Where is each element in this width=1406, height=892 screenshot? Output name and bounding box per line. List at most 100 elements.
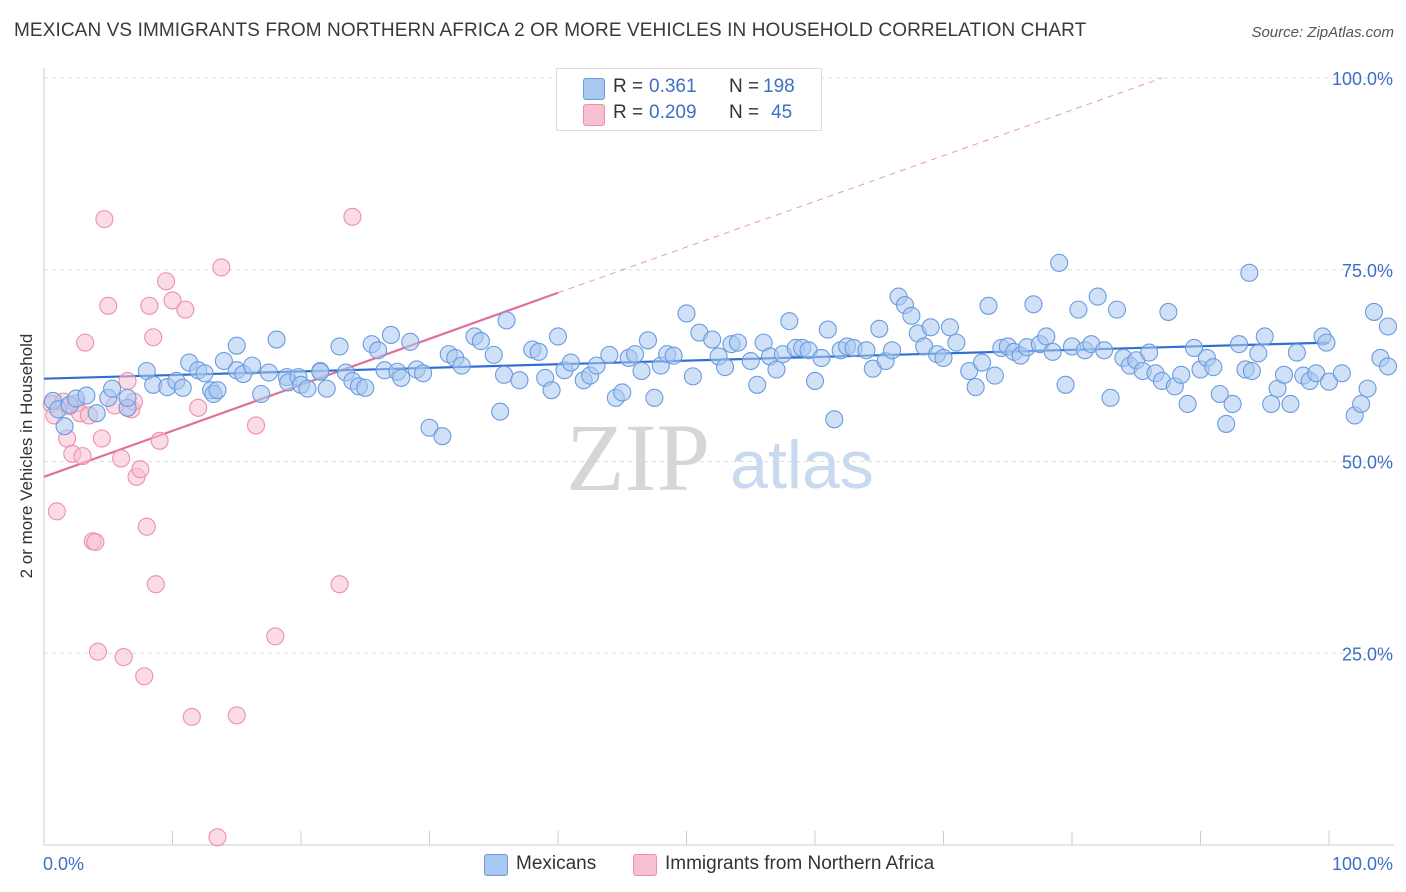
mexicans-point [966,378,985,397]
mexicans-point [728,333,747,352]
mexicans-point [542,381,561,400]
watermark: ZIP atlas [566,404,874,511]
mexicans-point [1230,335,1249,354]
immigrants-point [95,210,114,229]
mexicans-point [632,361,651,381]
x-tick-labels: 0.0% 100.0% [43,854,1393,874]
mexicans-trend-line [43,341,1330,380]
mexicans-point [1101,388,1120,407]
mexicans-point [972,353,992,372]
mexicans-point [947,333,966,352]
legend-swatch-pink [583,104,605,126]
watermark-zip: ZIP [566,404,710,511]
mexicans-point [1140,343,1159,362]
immigrants-point [144,328,163,347]
immigrants-point [189,398,208,417]
mexicans-point [1307,364,1326,383]
mexicans-point [741,351,760,371]
immigrants-point [47,502,66,521]
mexicans-point [103,379,122,398]
mexicans-point [902,306,921,325]
x-tick-label-max: 100.0% [1332,854,1393,874]
immigrants-point [137,517,156,536]
mexicans-point [252,384,271,404]
legend-r-label: R = [613,102,644,123]
mexicans-point [1185,338,1204,358]
mexicans-point [677,304,696,323]
mexicans-point [1364,302,1384,321]
mexicans-point [780,312,799,331]
y-tick-label: 25.0% [1342,644,1393,664]
immigrants-point [135,667,154,686]
mexicans-point [491,402,510,421]
immigrants-point [266,627,285,646]
legend-n-label: N = [729,76,760,97]
y-tick-label: 100.0% [1332,69,1393,89]
mexicans-point [1069,300,1088,319]
mexicans-point [1050,253,1069,272]
mexicans-points [43,253,1398,446]
mexicans-point [77,386,96,405]
mexicans-point [1043,342,1062,361]
mexicans-point [870,319,889,338]
immigrants-point [227,706,246,725]
immigrants-point [73,447,92,466]
mexicans-point [1210,384,1229,404]
mexicans-point [818,320,837,339]
mexicans-point [1274,365,1294,384]
mexicans-point [561,353,580,372]
watermark-atlas: atlas [730,427,874,503]
legend-n-value: 198 [763,76,795,97]
mexicans-point [55,417,74,436]
mexicans-point [1159,302,1178,321]
mexicans-point [1378,357,1398,376]
mexicans-point [1358,379,1377,398]
bottom-legend-swatch-pink [633,854,657,876]
mexicans-point [1204,358,1223,377]
mexicans-point [921,318,940,337]
immigrants-point [212,258,231,277]
mexicans-point [420,418,439,437]
immigrants-point [176,300,195,319]
mexicans-point [173,378,192,397]
mexicans-point [1319,372,1339,391]
mexicans-point [805,371,825,391]
immigrants-point [88,642,108,661]
mexicans-point [1223,394,1242,414]
mexicans-point [401,332,420,351]
mexicans-point [825,410,844,429]
immigrants-point [208,828,227,847]
mexicans-point [1024,295,1043,314]
mexicans-point [857,341,876,360]
mexicans-point [227,336,246,355]
mexicans-point [548,327,568,346]
mexicans-point [330,337,349,356]
mexicans-point [1095,341,1114,360]
mexicans-point [1056,375,1075,394]
mexicans-point [1037,327,1056,346]
mexicans-point [1088,287,1107,306]
mexicans-point [369,341,388,360]
mexicans-point [1249,344,1268,363]
mexicans-point [195,364,214,383]
immigrants-point [114,648,133,667]
immigrants-point [99,296,118,315]
legend-swatch-blue [583,78,605,100]
mexicans-point [494,365,514,384]
mexicans-point [613,383,632,402]
y-axis-label: 2 or more Vehicles in Household [17,334,36,579]
legend-r-value: 0.361 [649,76,697,97]
mexicans-point [1255,327,1274,346]
mexicans-point [748,375,767,394]
mexicans-point [1107,300,1127,319]
mexicans-point [87,404,106,423]
mexicans-point [587,356,606,375]
mexicans-point [381,325,401,344]
immigrants-point [330,575,349,594]
mexicans-point [118,388,137,407]
y-tick-label: 75.0% [1342,261,1393,281]
mexicans-point [433,427,452,446]
bottom-legend-swatch-blue [484,854,508,876]
mexicans-point [471,332,490,351]
